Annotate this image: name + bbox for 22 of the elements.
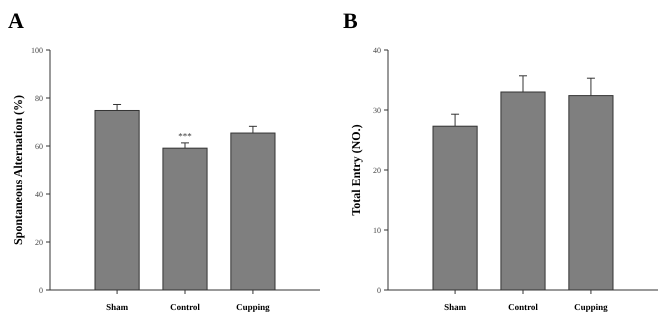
y-tick-label: 10 [373, 226, 381, 235]
y-tick-label: 20 [35, 238, 43, 247]
chart-title: A [8, 8, 24, 33]
x-tick-label: Sham [106, 302, 129, 312]
annotation: *** [178, 130, 192, 141]
y-tick-label: 20 [373, 166, 381, 175]
y-tick-label: 60 [35, 142, 43, 151]
x-tick-label: Cupping [236, 302, 270, 312]
y-axis-title: Total Entry (NO.) [349, 124, 363, 216]
x-tick-label: Control [508, 302, 538, 312]
y-axis-title: Spontaneous Alternation (%) [11, 94, 25, 246]
x-tick-label: Sham [444, 302, 467, 312]
chart-title: B [343, 8, 358, 33]
y-tick-label: 40 [373, 46, 381, 55]
y-tick-label: 80 [35, 94, 43, 103]
x-tick-label: Control [170, 302, 200, 312]
x-tick-label: Cupping [574, 302, 608, 312]
y-tick-label: 30 [373, 106, 381, 115]
y-tick-label: 40 [35, 190, 43, 199]
y-tick-label: 0 [377, 286, 381, 295]
y-tick-label: 0 [39, 286, 43, 295]
y-tick-label: 100 [31, 46, 43, 55]
